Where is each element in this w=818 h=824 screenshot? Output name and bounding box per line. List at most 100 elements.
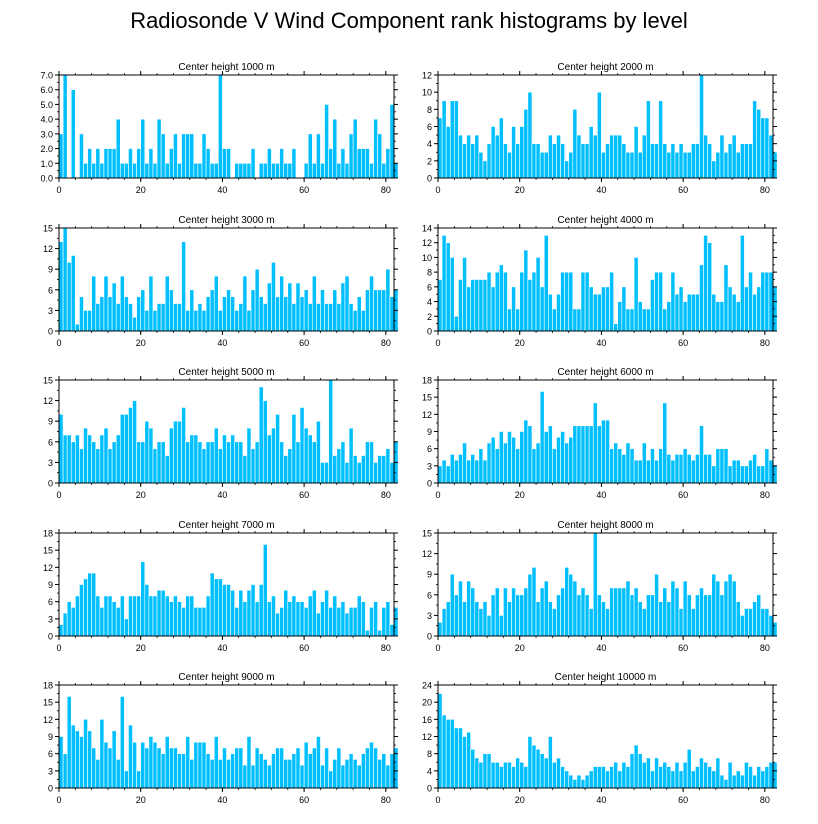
bar xyxy=(592,766,598,789)
bar xyxy=(365,747,370,789)
bar xyxy=(478,608,484,637)
x-tick-label: 0 xyxy=(435,490,440,500)
bar xyxy=(222,148,227,179)
bar xyxy=(385,601,391,637)
bar xyxy=(75,323,80,332)
bar xyxy=(238,162,244,179)
bar xyxy=(287,759,293,789)
bar xyxy=(115,759,121,789)
bar xyxy=(299,296,305,332)
bar xyxy=(336,162,342,179)
bar xyxy=(209,289,215,332)
bar xyxy=(695,766,700,789)
y-tick-label: 15 xyxy=(43,224,53,234)
bar xyxy=(682,448,688,484)
x-tick-label: 20 xyxy=(515,795,525,805)
bar xyxy=(458,580,463,637)
x-tick-label: 60 xyxy=(678,490,688,500)
bar xyxy=(723,264,729,332)
bar xyxy=(271,595,276,637)
bar xyxy=(576,308,582,332)
bar xyxy=(83,427,88,484)
x-tick-label: 60 xyxy=(678,643,688,653)
y-tick-label: 6 xyxy=(427,444,432,454)
bar xyxy=(132,316,137,332)
x-tick-label: 60 xyxy=(299,185,309,195)
bar xyxy=(291,303,297,332)
bar xyxy=(695,293,700,332)
bar xyxy=(103,427,109,484)
bar xyxy=(258,162,264,179)
bar xyxy=(173,420,178,484)
bar xyxy=(560,143,565,179)
bar xyxy=(307,133,313,179)
bar xyxy=(637,301,643,332)
bar xyxy=(262,759,268,789)
bar xyxy=(580,271,586,332)
bar xyxy=(646,459,651,484)
bar xyxy=(650,448,655,484)
bar xyxy=(201,133,207,179)
chart-panel: Center height 8000 m 0 3 6 9 12 15 0 20 40 60 80 xyxy=(422,520,778,653)
bar xyxy=(205,595,211,637)
bar xyxy=(87,148,92,179)
bar xyxy=(764,271,770,332)
bar xyxy=(568,573,574,637)
bar xyxy=(218,74,223,179)
y-tick-label: 3 xyxy=(48,614,53,624)
bar xyxy=(764,608,770,637)
y-tick-label: 12 xyxy=(43,396,53,406)
bar xyxy=(682,761,688,789)
x-tick-label: 80 xyxy=(760,795,770,805)
bar xyxy=(641,134,647,179)
bar xyxy=(246,736,252,789)
bar xyxy=(291,414,297,484)
bar xyxy=(601,419,606,484)
bar xyxy=(287,448,293,484)
bar xyxy=(352,455,358,484)
y-tick-label: 12 xyxy=(422,732,432,742)
bar xyxy=(731,134,737,179)
bar xyxy=(307,303,313,332)
bar xyxy=(66,262,72,332)
bar xyxy=(344,275,350,332)
bar xyxy=(303,162,309,179)
bar xyxy=(478,279,484,332)
bar xyxy=(218,310,223,332)
bar xyxy=(748,459,753,484)
bar xyxy=(641,308,647,332)
bar xyxy=(275,747,280,789)
bar xyxy=(242,162,248,179)
bar xyxy=(539,151,545,179)
bar xyxy=(70,441,76,484)
bar xyxy=(389,624,395,637)
bar xyxy=(707,242,713,332)
bar xyxy=(531,567,537,637)
bar xyxy=(449,454,455,484)
bar xyxy=(507,431,512,484)
bar xyxy=(711,465,717,484)
x-tick-label: 40 xyxy=(596,338,606,348)
y-tick-label: 15 xyxy=(422,529,432,539)
bar xyxy=(213,275,219,332)
chart-panel: Center height 2000 m 0 2 4 6 8 10 12 0 20 40 60 80 xyxy=(422,62,778,195)
y-tick-label: 0 xyxy=(427,784,432,794)
bar xyxy=(389,462,395,484)
bar xyxy=(703,134,708,179)
bar xyxy=(445,465,451,484)
y-tick-label: 0 xyxy=(48,327,53,337)
bar xyxy=(727,286,733,332)
bar xyxy=(230,589,235,637)
y-tick-label: 8 xyxy=(427,105,432,115)
bar xyxy=(164,455,170,484)
bar xyxy=(185,736,191,789)
bar xyxy=(437,117,443,179)
bar xyxy=(189,133,195,179)
bar xyxy=(267,434,272,484)
y-tick-label: 0 xyxy=(48,784,53,794)
bar xyxy=(87,310,92,332)
bar xyxy=(543,431,549,484)
bar xyxy=(543,151,549,179)
bar xyxy=(703,761,708,789)
bar xyxy=(539,753,545,789)
